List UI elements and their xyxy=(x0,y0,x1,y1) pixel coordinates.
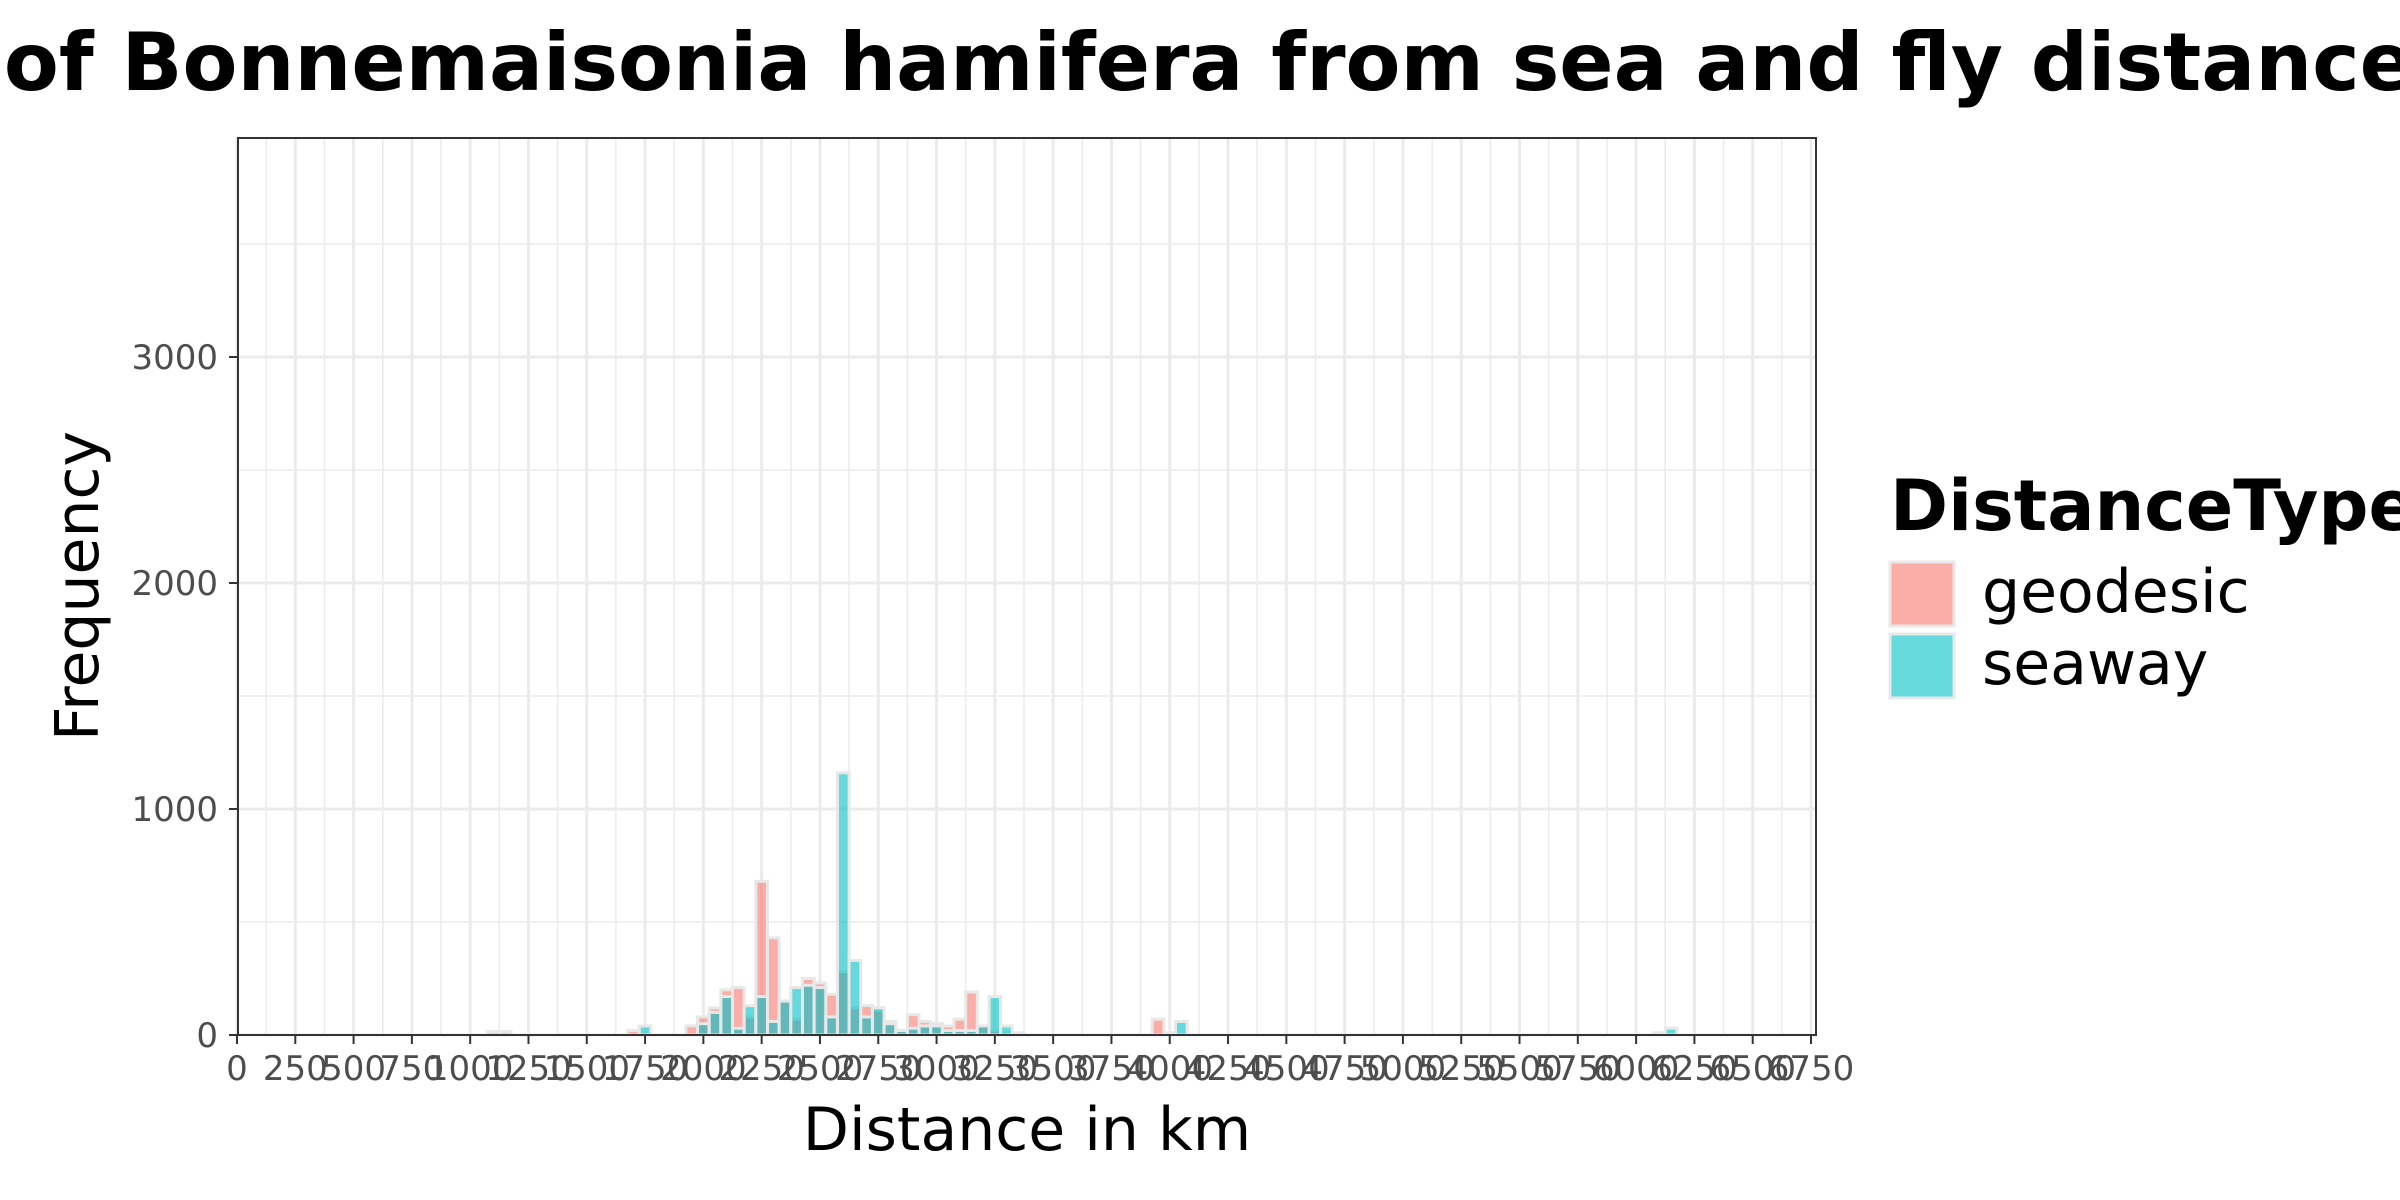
x-tick-label: 2750 xyxy=(835,1049,922,1089)
bar-seaway xyxy=(1663,1026,1679,1037)
bar-seaway xyxy=(882,1022,898,1037)
bar-seaway xyxy=(777,999,793,1037)
x-tick-label: 3750 xyxy=(1068,1049,1155,1089)
bars-layer xyxy=(486,771,1679,1037)
bar-seaway xyxy=(917,1024,933,1037)
bar-seaway xyxy=(835,771,851,1037)
x-tick-label: 4750 xyxy=(1301,1049,1388,1089)
bar-seaway xyxy=(975,1024,991,1037)
x-tick-label: 1500 xyxy=(544,1049,631,1089)
x-tick-label: 500 xyxy=(321,1049,386,1089)
chart-title: tion of Bonnemaisonia hamifera from sea … xyxy=(0,16,2400,109)
x-tick-label: 4000 xyxy=(1126,1049,1213,1089)
bar-seaway xyxy=(765,1019,781,1037)
x-tick-label: 4500 xyxy=(1243,1049,1330,1089)
x-tick-label: 5000 xyxy=(1360,1049,1447,1089)
bar-seaway xyxy=(800,983,816,1037)
x-tick-label: 750 xyxy=(379,1049,444,1089)
x-tick-label: 6500 xyxy=(1709,1049,1796,1089)
legend-title: DistanceType xyxy=(1890,465,2400,547)
x-tick-label: 6250 xyxy=(1651,1049,1738,1089)
x-tick-label: 3000 xyxy=(893,1049,980,1089)
x-tick-label: 6000 xyxy=(1593,1049,1680,1089)
legend-key-seaway xyxy=(1888,632,1956,700)
bar-seaway xyxy=(987,995,1003,1037)
grid-lines xyxy=(235,138,1816,1037)
x-tick-label: 2000 xyxy=(660,1049,747,1089)
y-tick-label: 3000 xyxy=(131,338,218,378)
y-tick-label: 2000 xyxy=(131,564,218,604)
x-axis: 0 250500750100012501500175020002250250027… xyxy=(226,1035,1854,1089)
bar-seaway xyxy=(719,995,735,1037)
bar-seaway xyxy=(859,1015,874,1037)
bar-seaway xyxy=(1174,1019,1189,1037)
x-tick-label: 5250 xyxy=(1418,1049,1505,1089)
bar-seaway xyxy=(789,986,804,1037)
y-tick-label: 1000 xyxy=(131,790,218,830)
plot-panel xyxy=(235,137,1817,1037)
x-tick-label: 3500 xyxy=(1010,1049,1097,1089)
bar-seaway xyxy=(870,1006,886,1037)
x-tick-label: 1000 xyxy=(427,1049,514,1089)
bar-seaway xyxy=(754,995,769,1037)
bar-seaway xyxy=(929,1024,944,1037)
y-axis-label: Frequency xyxy=(43,431,113,741)
bar-seaway xyxy=(999,1024,1014,1037)
bar-seaway xyxy=(905,1026,921,1037)
x-tick-label: 0 xyxy=(226,1049,248,1089)
legend-key-geodesic xyxy=(1888,560,1956,628)
x-tick-label: 6750 xyxy=(1768,1049,1855,1089)
x-tick-label: 1250 xyxy=(485,1049,572,1089)
bar-seaway xyxy=(637,1024,653,1037)
bar-geodesic xyxy=(1150,1017,1166,1037)
bar-geodesic xyxy=(964,990,979,1037)
panel-border xyxy=(237,137,1817,1036)
bar-seaway xyxy=(824,1015,839,1037)
y-tick-label: 0 xyxy=(196,1016,218,1056)
bar-seaway xyxy=(696,1022,711,1037)
bar-seaway xyxy=(707,1010,723,1037)
x-tick-label: 5750 xyxy=(1535,1049,1622,1089)
bar-geodesic xyxy=(684,1024,700,1037)
x-tick-label: 5500 xyxy=(1476,1049,1563,1089)
bar-seaway xyxy=(812,986,828,1037)
bar-seaway xyxy=(847,958,863,1037)
x-axis-label: Distance in km xyxy=(803,1095,1251,1165)
bar-seaway xyxy=(742,1004,758,1037)
x-tick-label: 4250 xyxy=(1185,1049,1272,1089)
x-tick-label: 3250 xyxy=(952,1049,1039,1089)
x-tick-label: 2500 xyxy=(777,1049,864,1089)
legend-label-seaway: seaway xyxy=(1982,629,2208,699)
x-tick-label: 250 xyxy=(263,1049,328,1089)
legend-label-geodesic: geodesic xyxy=(1982,557,2250,627)
x-tick-label: 2250 xyxy=(718,1049,805,1089)
bar-seaway xyxy=(731,1026,746,1037)
panel-background xyxy=(238,138,1816,1035)
x-tick-label: 1750 xyxy=(602,1049,689,1089)
y-axis: 0 1000 2000 3000 xyxy=(131,338,238,1056)
